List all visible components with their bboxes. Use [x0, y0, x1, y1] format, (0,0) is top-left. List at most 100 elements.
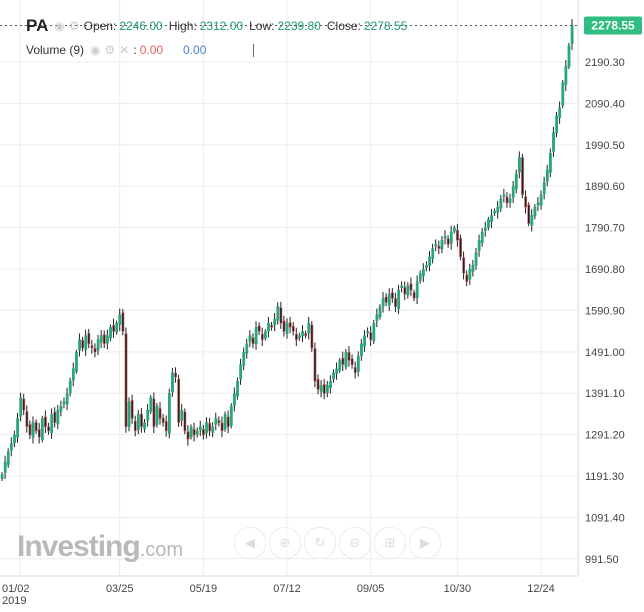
candle — [180, 404, 184, 427]
candle — [56, 404, 60, 430]
volume-eye-icon[interactable]: ◉ — [90, 43, 101, 57]
zoom-in-icon: ⊕ — [279, 535, 291, 550]
candle — [19, 392, 23, 422]
candle — [44, 410, 47, 434]
candle — [81, 336, 85, 352]
candle — [115, 320, 119, 335]
candle — [325, 380, 329, 398]
volume-settings-icon[interactable]: ⚙ — [104, 43, 116, 57]
candle — [459, 234, 462, 261]
y-tick-label: 1191.30 — [585, 471, 624, 483]
candle — [28, 420, 32, 440]
candle — [189, 424, 193, 440]
volume-value-1: 0.00 — [139, 43, 164, 57]
candle — [245, 338, 249, 359]
candle — [533, 203, 537, 220]
candle — [133, 415, 137, 437]
candle — [13, 430, 16, 448]
y-tick-label: 1091.40 — [585, 512, 625, 524]
candle — [449, 225, 453, 250]
candle — [549, 148, 552, 178]
candle — [428, 251, 432, 272]
candle — [282, 315, 286, 337]
y-tick-label: 1690.80 — [585, 264, 625, 276]
candle — [363, 329, 366, 352]
candle — [140, 408, 143, 433]
candle — [198, 420, 202, 436]
candle — [186, 425, 190, 446]
candle — [514, 169, 518, 194]
y-tick-label: 1491.00 — [585, 347, 625, 359]
chart-navigation: ◀ ⊕ ↻ ⊖ ⊞ ▶ — [234, 527, 441, 559]
fit-icon: ⊞ — [384, 535, 396, 550]
candle — [192, 422, 196, 442]
candle — [109, 324, 112, 342]
candle — [384, 293, 388, 307]
candle — [96, 334, 100, 356]
y-tick-label: 1790.70 — [585, 223, 625, 235]
candle — [552, 126, 555, 157]
candle — [307, 316, 311, 340]
candle — [496, 200, 500, 219]
candle — [304, 330, 308, 339]
ohlc-legend: PA ◉ ⚙ Open: 2246.00 High: 2312.00 Low: … — [26, 16, 413, 36]
candle — [130, 394, 134, 424]
candle — [257, 322, 261, 335]
candle — [174, 367, 177, 383]
eye-icon[interactable]: ◉ — [54, 19, 65, 33]
candle — [164, 415, 168, 437]
candle — [452, 225, 456, 234]
zoom-out-button[interactable]: ⊖ — [339, 527, 371, 559]
candle — [177, 374, 181, 427]
candle — [195, 427, 199, 438]
candle — [499, 195, 503, 213]
symbol-label: PA — [26, 16, 49, 35]
candle — [341, 351, 345, 372]
candle — [462, 251, 466, 280]
volume-legend: Volume (9) ◉ ⚙ ✕ : 0.00 0.00 — [26, 43, 212, 57]
candle — [47, 422, 50, 435]
open-label: Open: — [83, 19, 117, 33]
volume-close-icon[interactable]: ✕ — [119, 43, 130, 57]
candle — [505, 192, 509, 208]
scroll-right-button[interactable]: ▶ — [409, 527, 441, 559]
candle — [87, 328, 91, 349]
candle — [564, 59, 568, 91]
candle — [267, 316, 270, 338]
candle — [344, 349, 348, 370]
legend-caret — [253, 44, 254, 57]
zoom-in-button[interactable]: ⊕ — [269, 527, 301, 559]
fit-button[interactable]: ⊞ — [374, 527, 406, 559]
candle — [273, 312, 277, 332]
candle — [480, 228, 484, 247]
reset-button[interactable]: ↻ — [304, 527, 336, 559]
candle — [248, 330, 252, 348]
candle — [217, 416, 221, 427]
candle — [251, 333, 255, 349]
arrow-left-icon: ◀ — [245, 535, 255, 550]
candle — [40, 415, 44, 443]
investing-watermark: Investing.com — [17, 530, 183, 564]
price-axis-labels: 2190.30 2090.40 1990.50 1890.60 1790.70 1690.… — [585, 57, 625, 566]
scroll-left-button[interactable]: ◀ — [234, 527, 266, 559]
x-tick-label: 01/02 2019 — [2, 583, 30, 607]
zoom-out-icon: ⊖ — [349, 535, 361, 550]
open-value: 2246.00 — [119, 19, 163, 33]
candle — [0, 472, 4, 481]
candle — [558, 101, 562, 124]
candle — [456, 223, 459, 247]
candle — [75, 349, 78, 374]
candle — [146, 403, 150, 427]
candle — [329, 375, 332, 394]
candle — [50, 408, 54, 439]
candle — [183, 408, 187, 435]
y-tick-label: 2190.30 — [585, 57, 625, 69]
candle — [347, 346, 351, 367]
candle — [418, 270, 422, 284]
candle — [468, 263, 472, 285]
candle — [260, 327, 264, 347]
gear-icon[interactable]: ⚙ — [68, 19, 80, 33]
candle — [264, 329, 267, 341]
candle — [527, 202, 531, 227]
